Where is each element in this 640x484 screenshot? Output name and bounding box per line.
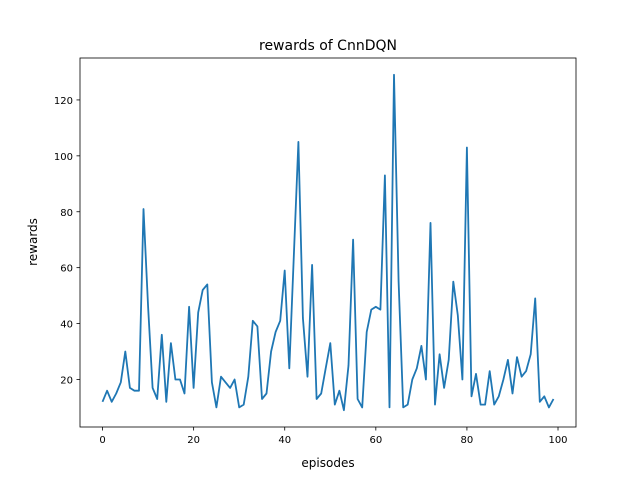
- x-tick-label: 60: [369, 435, 382, 446]
- x-tick-label: 80: [461, 435, 474, 446]
- x-axis-label: episodes: [301, 456, 354, 470]
- y-tick-label: 60: [60, 264, 73, 275]
- y-tick-label: 40: [60, 320, 73, 331]
- y-tick-label: 20: [60, 375, 73, 386]
- y-tick-label: 120: [54, 96, 73, 107]
- series-line: [103, 75, 554, 410]
- y-tick-label: 100: [54, 152, 73, 163]
- y-axis: 20 40 60 80 100 120: [54, 96, 80, 387]
- chart-title: rewards of CnnDQN: [259, 38, 397, 54]
- x-tick-label: 40: [278, 435, 291, 446]
- y-tick-label: 80: [60, 208, 73, 219]
- x-tick-label: 0: [99, 435, 105, 446]
- y-axis-label: rewards: [26, 218, 40, 266]
- x-tick-label: 100: [548, 435, 567, 446]
- x-tick-label: 20: [187, 435, 200, 446]
- plot-area: [80, 58, 576, 427]
- x-axis: 0 20 40 60 80 100: [99, 427, 567, 446]
